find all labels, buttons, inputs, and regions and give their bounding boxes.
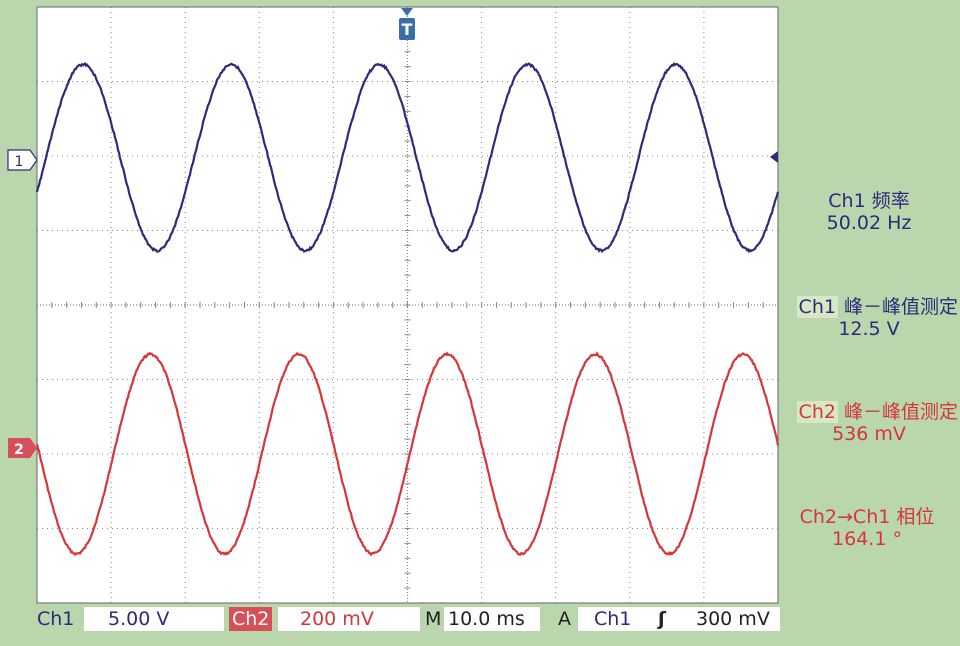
trigger-marker-label: T bbox=[402, 20, 413, 39]
measurement-label-text: 峰－峰值测定 bbox=[837, 296, 958, 318]
measurement-label-text: 峰－峰值测定 bbox=[837, 401, 958, 423]
status-trigger-label: A bbox=[558, 608, 571, 630]
ch1-marker-label: 1 bbox=[15, 154, 24, 170]
measurement-panel: Ch1 频率 50.02 Hz Ch1 峰－峰值测定 12.5 V Ch2 峰－… bbox=[780, 0, 960, 646]
measurement-label-channel: Ch2 bbox=[796, 401, 838, 423]
measurement-ch2-peak-to-peak[interactable]: Ch2 峰－峰值测定 536 mV bbox=[740, 401, 958, 445]
measurement-phase[interactable]: Ch2→Ch1 相位 164.1 ° bbox=[776, 506, 958, 550]
measurement-ch1-frequency[interactable]: Ch1 频率 50.02 Hz bbox=[780, 190, 958, 234]
status-ch1-label[interactable]: Ch1 bbox=[37, 608, 75, 630]
plot-border bbox=[36, 6, 779, 604]
ch2-marker-label: 2 bbox=[14, 442, 24, 458]
measurement-ch1-peak-to-peak[interactable]: Ch1 峰－峰值测定 12.5 V bbox=[740, 296, 958, 340]
status-timebase-label: M bbox=[425, 608, 442, 630]
ch1-trace bbox=[35, 61, 780, 254]
trigger-position-marker[interactable]: T bbox=[399, 8, 415, 40]
ch2-ground-marker[interactable]: 2 bbox=[8, 438, 37, 458]
measurement-label-channel: Ch2→Ch1 bbox=[799, 506, 891, 528]
status-trigger-level: 300 mV bbox=[696, 608, 770, 630]
ch2-trace bbox=[35, 351, 780, 557]
ch1-ground-marker[interactable]: 1 bbox=[7, 149, 38, 171]
status-trigger-box[interactable] bbox=[578, 607, 780, 631]
status-ch2-scale[interactable]: 200 mV bbox=[278, 607, 420, 631]
status-trigger-slope-icon: ʃ bbox=[658, 608, 666, 630]
trigger-level-marker[interactable] bbox=[770, 151, 778, 163]
measurement-value: 12.5 V bbox=[838, 318, 900, 340]
status-ch1-scale[interactable]: 5.00 V bbox=[84, 607, 224, 631]
measurement-value: 164.1 ° bbox=[832, 528, 902, 550]
status-ch2-label[interactable]: Ch2 bbox=[229, 607, 273, 631]
status-trigger-source: Ch1 bbox=[594, 608, 632, 630]
measurement-label-text: 相位 bbox=[890, 506, 935, 528]
measurement-value: 50.02 Hz bbox=[826, 212, 912, 234]
status-timebase-value[interactable]: 10.0 ms bbox=[444, 607, 540, 631]
measurement-label-text: 频率 bbox=[865, 190, 910, 212]
measurement-label-channel: Ch1 bbox=[796, 296, 838, 318]
graticule bbox=[36, 6, 779, 604]
measurement-label-channel: Ch1 bbox=[828, 190, 866, 212]
measurement-value: 536 mV bbox=[832, 423, 906, 445]
status-bar: Ch1 5.00 V Ch2 200 mV M 10.0 ms A Ch1 ʃ … bbox=[0, 605, 960, 635]
